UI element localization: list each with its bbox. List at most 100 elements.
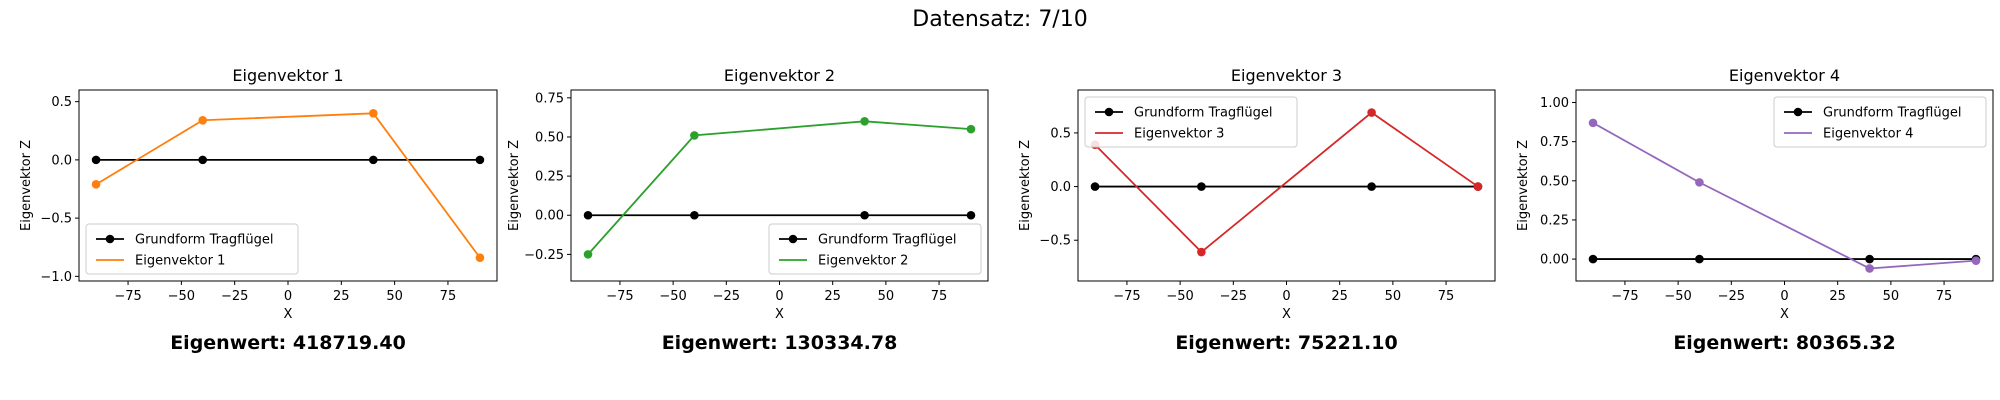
- data-point-grundform: [860, 210, 869, 220]
- subplot-title: Eigenvektor 3: [1231, 66, 1342, 85]
- legend: Grundform Tragflügel Eigenvektor 3: [1084, 96, 1298, 148]
- x-tick-label: −75: [1611, 289, 1638, 304]
- x-tick-label: −50: [1664, 289, 1691, 304]
- data-point-grundform: [1367, 182, 1376, 191]
- legend-entry-label: Grundform Tragflügel: [135, 233, 273, 248]
- y-tick-label: 0.5: [51, 95, 72, 110]
- x-tick-label: −50: [168, 289, 195, 304]
- data-point-eigenvektor: [1971, 256, 1981, 265]
- subplot-4: Eigenvektor 4 −75 −50 −25 0 25 50 75 0.00 0.25 0.5…: [1516, 66, 1994, 354]
- x-tick-label: 25: [1829, 289, 1846, 304]
- data-point-eigenvektor: [91, 180, 101, 189]
- legend-box: [1084, 96, 1298, 148]
- data-point-grundform: [369, 155, 378, 165]
- legend-marker: [1793, 107, 1803, 117]
- y-tick-label: 0.25: [1540, 213, 1569, 228]
- x-tick-label: 0: [1780, 289, 1788, 304]
- y-tick-label: 0.0: [51, 153, 72, 168]
- y-tick-label: 0.00: [1540, 253, 1569, 268]
- data-point-grundform: [583, 210, 593, 220]
- data-point-eigenvektor: [1197, 247, 1206, 257]
- data-point-eigenvektor: [1588, 118, 1598, 128]
- x-tick-label: −25: [713, 289, 740, 304]
- y-tick-label: −0.5: [1039, 234, 1071, 249]
- legend-marker: [788, 234, 798, 244]
- x-tick-label: −25: [1220, 289, 1247, 304]
- x-tick-label: 50: [878, 289, 895, 304]
- x-tick-label: 75: [1936, 289, 1953, 304]
- data-point-grundform: [1695, 254, 1704, 264]
- y-tick-label: −1.0: [40, 270, 72, 285]
- y-tick-label: 0.50: [1540, 174, 1569, 189]
- data-point-grundform: [1197, 182, 1206, 191]
- x-tick-label: −75: [606, 289, 633, 304]
- data-point-grundform: [198, 155, 207, 165]
- legend-box: [1773, 96, 1987, 148]
- data-point-eigenvektor: [1367, 108, 1376, 117]
- legend: Grundform Tragflügel Eigenvektor 2: [768, 223, 982, 275]
- y-tick-label: 0.00: [535, 209, 564, 224]
- x-tick-label: −25: [221, 289, 248, 304]
- x-tick-label: 75: [1438, 289, 1455, 304]
- x-tick-label: 0: [284, 289, 292, 304]
- figure-suptitle: Datensatz: 7/10: [912, 7, 1087, 32]
- data-point-eigenvektor: [966, 124, 976, 134]
- subplot-1: Eigenvektor 1 −75 −50 −25 0 25 50 75 −1.0 −0.5 0.0…: [19, 66, 498, 354]
- data-point-eigenvektor: [1473, 182, 1483, 191]
- eigenvalue-label: Eigenwert: 75221.10: [1175, 332, 1397, 354]
- legend: Grundform Tragflügel Eigenvektor 1: [85, 223, 299, 275]
- x-tick-label: −75: [1113, 289, 1140, 304]
- data-point-eigenvektor: [860, 117, 869, 126]
- x-tick-label: −75: [114, 289, 141, 304]
- x-tick-label: 25: [824, 289, 841, 304]
- x-axis-label: X: [284, 307, 293, 322]
- x-tick-label: 0: [775, 289, 783, 304]
- x-tick-label: 75: [440, 289, 457, 304]
- data-point-eigenvektor: [475, 253, 485, 263]
- x-tick-label: 25: [1331, 289, 1348, 304]
- x-tick-label: −25: [1718, 289, 1745, 304]
- x-tick-label: 25: [333, 289, 350, 304]
- data-point-grundform: [1865, 254, 1874, 264]
- legend-marker: [1104, 107, 1114, 117]
- y-tick-label: 0.50: [535, 130, 564, 145]
- y-axis-label: Eigenvektor Z: [507, 140, 522, 231]
- x-tick-label: 50: [386, 289, 403, 304]
- data-point-eigenvektor: [369, 108, 378, 118]
- legend-entry-label: Eigenvektor 3: [1134, 127, 1224, 142]
- series-line-eigenvektor: [587, 120, 972, 255]
- data-point-eigenvektor: [583, 250, 593, 259]
- legend-entry-label: Grundform Tragflügel: [818, 233, 956, 248]
- x-tick-label: −50: [659, 289, 686, 304]
- y-tick-label: 0.75: [535, 91, 564, 106]
- y-tick-label: 1.00: [1540, 96, 1569, 111]
- y-axis-label: Eigenvektor Z: [1018, 140, 1033, 231]
- x-axis-label: X: [1282, 307, 1291, 322]
- legend-entry-label: Eigenvektor 2: [818, 254, 908, 269]
- data-point-grundform: [91, 155, 101, 165]
- legend-box: [85, 223, 299, 275]
- subplot-title: Eigenvektor 4: [1729, 66, 1840, 85]
- data-point-eigenvektor: [1695, 178, 1704, 187]
- data-point-grundform: [966, 210, 976, 220]
- y-axis-label: Eigenvektor Z: [19, 140, 34, 231]
- subplot-title: Eigenvektor 1: [232, 66, 343, 85]
- data-point-eigenvektor: [690, 131, 699, 140]
- subplots-group: Eigenvektor 1 −75 −50 −25 0 25 50 75 −1.0 −0.5 0.0…: [19, 66, 1994, 354]
- subplot-2: Eigenvektor 2 −75 −50 −25 0 25 50 75 −0.25 0.00 0.…: [507, 66, 989, 354]
- legend: Grundform Tragflügel Eigenvektor 4: [1773, 96, 1987, 148]
- x-tick-label: 50: [1883, 289, 1900, 304]
- data-point-eigenvektor: [1865, 264, 1874, 273]
- y-axis-label: Eigenvektor Z: [1516, 140, 1531, 231]
- x-axis-label: X: [775, 307, 784, 322]
- legend-entry-label: Grundform Tragflügel: [1823, 106, 1961, 121]
- y-tick-label: −0.5: [40, 212, 72, 227]
- subplot-title: Eigenvektor 2: [724, 66, 835, 85]
- data-point-grundform: [1588, 254, 1598, 264]
- eigenvalue-label: Eigenwert: 130334.78: [662, 332, 898, 354]
- x-tick-label: 0: [1282, 289, 1290, 304]
- y-tick-label: 0.5: [1050, 126, 1071, 141]
- series-line-eigenvektor: [1592, 122, 1977, 270]
- series-line-eigenvektor: [95, 112, 481, 259]
